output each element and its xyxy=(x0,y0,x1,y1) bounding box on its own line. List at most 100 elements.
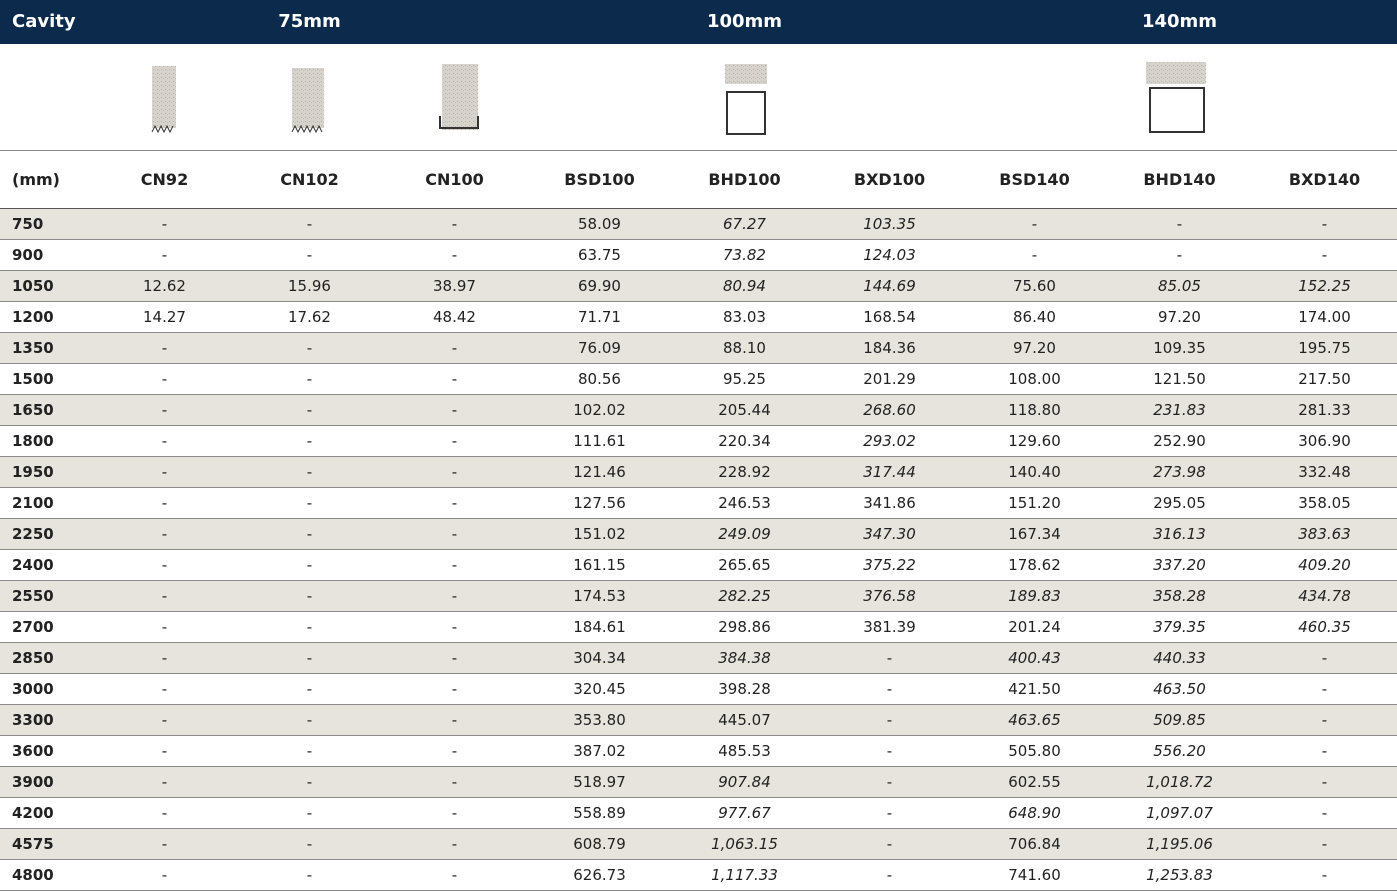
table-cell: 205.44 xyxy=(672,395,817,426)
table-cell: - xyxy=(237,209,382,240)
table-cell: 228.92 xyxy=(672,457,817,488)
table-cell: - xyxy=(817,829,962,860)
table-cell: 144.69 xyxy=(817,271,962,302)
table-cell: 80.94 xyxy=(672,271,817,302)
table-cell: 358.28 xyxy=(1107,581,1252,612)
table-cell: - xyxy=(92,581,237,612)
table-cell: 161.15 xyxy=(527,550,672,581)
table-cell: - xyxy=(962,240,1107,271)
table-cell: 48.42 xyxy=(382,302,527,333)
table-cell: 184.36 xyxy=(817,333,962,364)
group-heading: 100mm xyxy=(672,0,817,44)
table-cell: 381.39 xyxy=(817,612,962,643)
row-label: 2550 xyxy=(0,581,92,612)
table-cell: 174.00 xyxy=(1252,302,1397,333)
table-cell: 383.63 xyxy=(1252,519,1397,550)
table-cell: 463.50 xyxy=(1107,674,1252,705)
table-cell: 178.62 xyxy=(962,550,1107,581)
icon-bhd140 xyxy=(1146,62,1206,132)
table-cell: - xyxy=(92,767,237,798)
table-cell: 97.20 xyxy=(962,333,1107,364)
table-cell: 509.85 xyxy=(1107,705,1252,736)
table-cell: - xyxy=(237,767,382,798)
table-cell: 174.53 xyxy=(527,581,672,612)
table-cell: - xyxy=(92,333,237,364)
table-cell: - xyxy=(382,550,527,581)
table-cell: 97.20 xyxy=(1107,302,1252,333)
table-cell: - xyxy=(382,240,527,271)
table-cell: - xyxy=(817,643,962,674)
table-cell: 445.07 xyxy=(672,705,817,736)
table-cell: - xyxy=(382,364,527,395)
row-label: 1050 xyxy=(0,271,92,302)
table-cell: - xyxy=(382,829,527,860)
table-cell: 246.53 xyxy=(672,488,817,519)
table-cell: 118.80 xyxy=(962,395,1107,426)
row-label: 1950 xyxy=(0,457,92,488)
table-cell: 648.90 xyxy=(962,798,1107,829)
table-cell: - xyxy=(1107,209,1252,240)
table-cell: - xyxy=(1252,829,1397,860)
table-cell: 167.34 xyxy=(962,519,1107,550)
row-label: 2250 xyxy=(0,519,92,550)
table-cell: - xyxy=(382,488,527,519)
table-cell: 151.20 xyxy=(962,488,1107,519)
table-cell: 440.33 xyxy=(1107,643,1252,674)
table-cell: 293.02 xyxy=(817,426,962,457)
column-header: CN102 xyxy=(237,151,382,209)
table-cell: 376.58 xyxy=(817,581,962,612)
table-cell: 231.83 xyxy=(1107,395,1252,426)
row-label: 2100 xyxy=(0,488,92,519)
table-cell: 1,018.72 xyxy=(1107,767,1252,798)
table-cell: 460.35 xyxy=(1252,612,1397,643)
row-label: 2700 xyxy=(0,612,92,643)
table-cell: 12.62 xyxy=(92,271,237,302)
table-cell: 95.25 xyxy=(672,364,817,395)
table-cell: 217.50 xyxy=(1252,364,1397,395)
table-cell: 602.55 xyxy=(962,767,1107,798)
table-cell: 556.20 xyxy=(1107,736,1252,767)
table-cell: - xyxy=(92,736,237,767)
table-cell: - xyxy=(92,612,237,643)
table-cell: - xyxy=(382,612,527,643)
table-cell: - xyxy=(92,240,237,271)
table-cell: 102.02 xyxy=(527,395,672,426)
table-cell: 282.25 xyxy=(672,581,817,612)
table-cell: - xyxy=(382,395,527,426)
table-cell: 317.44 xyxy=(817,457,962,488)
table-cell: - xyxy=(92,395,237,426)
table-cell: 58.09 xyxy=(527,209,672,240)
row-label: 4200 xyxy=(0,798,92,829)
table-cell: 295.05 xyxy=(1107,488,1252,519)
table-cell: 347.30 xyxy=(817,519,962,550)
table-cell: 706.84 xyxy=(962,829,1107,860)
table-cell: 15.96 xyxy=(237,271,382,302)
table-cell: - xyxy=(1252,736,1397,767)
table-cell: 398.28 xyxy=(672,674,817,705)
table-cell: 463.65 xyxy=(962,705,1107,736)
table-cell: - xyxy=(92,209,237,240)
table-cell: - xyxy=(382,798,527,829)
page: Cavity 75mm 100mm 140mm (mm)CN92CN102CN1… xyxy=(0,0,1397,886)
table-cell: 332.48 xyxy=(1252,457,1397,488)
table-cell: - xyxy=(92,674,237,705)
table-cell: 220.34 xyxy=(672,426,817,457)
column-header: (mm) xyxy=(0,151,92,209)
table-cell: - xyxy=(92,550,237,581)
table-cell: 67.27 xyxy=(672,209,817,240)
table-cell: 129.60 xyxy=(962,426,1107,457)
table-cell: - xyxy=(817,736,962,767)
table-cell: 201.24 xyxy=(962,612,1107,643)
table-cell: 86.40 xyxy=(962,302,1107,333)
cavity-heading: Cavity xyxy=(12,0,76,44)
table-cell: 88.10 xyxy=(672,333,817,364)
header-bar: Cavity 75mm 100mm 140mm xyxy=(0,0,1397,44)
table-cell: - xyxy=(92,364,237,395)
